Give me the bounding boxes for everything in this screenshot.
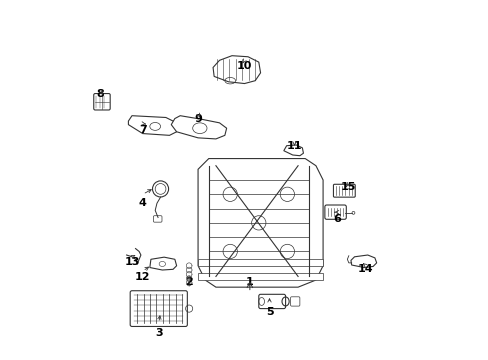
- Text: 2: 2: [185, 277, 193, 287]
- Text: 3: 3: [155, 328, 162, 338]
- Polygon shape: [128, 116, 176, 135]
- Text: 10: 10: [236, 61, 252, 71]
- Text: 7: 7: [139, 125, 146, 135]
- Polygon shape: [283, 145, 303, 156]
- Polygon shape: [198, 258, 323, 266]
- Text: 9: 9: [194, 114, 202, 124]
- Text: 11: 11: [286, 141, 302, 151]
- Polygon shape: [171, 116, 226, 139]
- Text: 5: 5: [265, 307, 273, 317]
- Text: 12: 12: [135, 272, 150, 282]
- Text: 14: 14: [357, 264, 373, 274]
- Text: 8: 8: [96, 89, 103, 99]
- Polygon shape: [198, 158, 323, 287]
- Text: 6: 6: [333, 214, 341, 224]
- Text: 1: 1: [245, 277, 253, 287]
- Text: 15: 15: [340, 182, 355, 192]
- Polygon shape: [350, 255, 376, 267]
- Polygon shape: [198, 273, 323, 280]
- Text: 4: 4: [139, 198, 146, 208]
- Polygon shape: [149, 257, 176, 270]
- Text: 13: 13: [124, 257, 140, 267]
- Polygon shape: [213, 56, 260, 84]
